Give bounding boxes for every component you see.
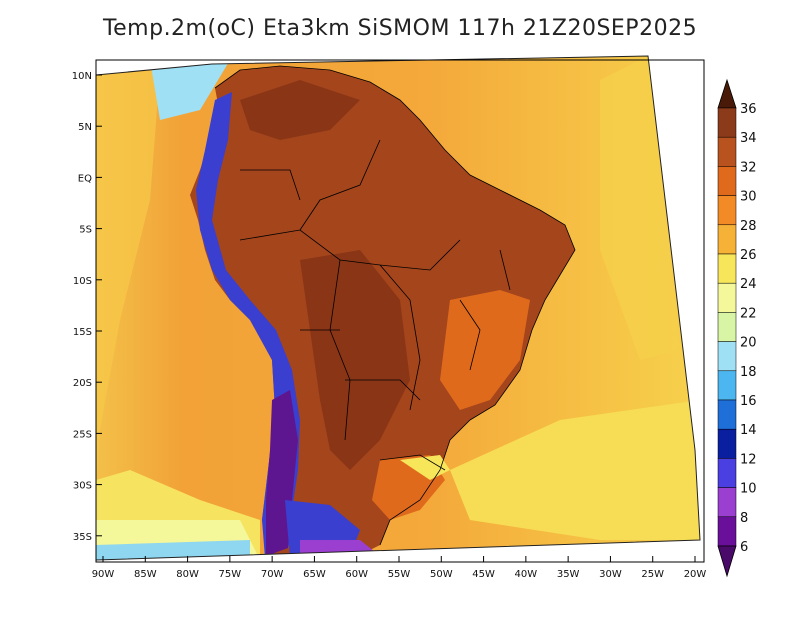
lat-tick-label: 5N — [78, 122, 92, 133]
colorbar-label: 6 — [740, 540, 748, 555]
ocean-northeast-band — [600, 56, 680, 360]
colorbar-label: 30 — [740, 190, 757, 205]
lat-tick-label: 10N — [72, 71, 92, 82]
colorbar-segment — [717, 516, 737, 547]
colorbar-segment — [717, 166, 737, 196]
colorbar-top-arrow — [717, 78, 737, 109]
lon-tick-label: 85W — [134, 569, 157, 580]
lon-tick-label: 70W — [261, 569, 284, 580]
colorbar-label: 32 — [740, 160, 757, 175]
plot-frame — [95, 59, 705, 563]
lon-tick-label: 90W — [92, 569, 115, 580]
lat-tick-label: 30S — [73, 481, 92, 492]
colorbar-segment — [717, 312, 737, 342]
colorbar: 36 34 32 30 28 26 24 22 20 18 16 14 12 10 8 6 — [717, 78, 757, 578]
land-hottest-core — [300, 250, 410, 470]
colorbar-segment — [717, 487, 737, 518]
colorbar-segment — [717, 224, 737, 255]
colorbar-label: 12 — [740, 452, 757, 467]
latitude-axis: 10N 5N EQ 5S 10S 15S 20S 25S 30S 35S — [72, 71, 102, 543]
colorbar-label: 16 — [740, 394, 757, 409]
colorbar-label: 34 — [740, 131, 757, 146]
lat-tick-label: 15S — [73, 327, 92, 338]
ocean-south-coldest — [96, 540, 250, 560]
colorbar-segment — [717, 399, 737, 430]
lon-tick-label: 80W — [176, 569, 199, 580]
lon-tick-label: 75W — [219, 569, 242, 580]
lon-tick-label: 45W — [472, 569, 495, 580]
colorbar-segment — [717, 458, 737, 488]
colorbar-label: 14 — [740, 423, 757, 438]
colorbar-label: 36 — [740, 102, 757, 117]
lon-tick-label: 65W — [303, 569, 326, 580]
land-east-warm — [440, 290, 530, 410]
colorbar-segment — [717, 136, 737, 167]
colorbar-label: 22 — [740, 306, 757, 321]
colorbar-bottom-arrow — [717, 545, 737, 578]
lon-tick-label: 50W — [430, 569, 453, 580]
lat-tick-label: 10S — [73, 276, 92, 287]
ocean-cool-west — [96, 70, 160, 500]
colorbar-label: 26 — [740, 248, 757, 263]
ocean-southeast-band — [450, 400, 700, 540]
lat-tick-label: 35S — [73, 532, 92, 543]
colorbar-segment — [717, 341, 737, 372]
map-domain — [96, 56, 700, 560]
lon-tick-label: 40W — [515, 569, 538, 580]
caribbean-cool — [150, 60, 230, 120]
colorbar-label: 10 — [740, 482, 757, 497]
colorbar-label: 28 — [740, 219, 757, 234]
lon-tick-label: 60W — [345, 569, 368, 580]
lat-tick-label: 25S — [73, 429, 92, 440]
map-title: Temp.2m(oC) Eta3km SiSMOM 117h 21Z20SEP2… — [102, 16, 698, 41]
lon-tick-label: 30W — [599, 569, 622, 580]
lat-tick-label: EQ — [78, 173, 92, 184]
longitude-axis: 90W 85W 80W 75W 70W 65W 60W 55W 50W 45W 40W 35W 30W 2… — [92, 556, 707, 580]
colorbar-label: 24 — [740, 277, 757, 292]
land-north-hot — [240, 80, 360, 140]
colorbar-segment — [717, 253, 737, 284]
colorbar-segment — [717, 370, 737, 401]
country-borders — [214, 65, 576, 546]
colorbar-label: 8 — [740, 511, 748, 526]
colorbar-label: 20 — [740, 336, 757, 351]
lon-tick-label: 35W — [557, 569, 580, 580]
colorbar-segment — [717, 107, 737, 138]
lat-tick-label: 5S — [79, 225, 92, 236]
colorbar-segment — [717, 282, 737, 313]
lon-tick-label: 25W — [641, 569, 664, 580]
colorbar-label: 18 — [740, 365, 757, 380]
lat-tick-label: 20S — [73, 378, 92, 389]
lon-tick-label: 20W — [684, 569, 707, 580]
lon-tick-label: 55W — [388, 569, 411, 580]
colorbar-segment — [717, 428, 737, 459]
colorbar-segment — [717, 195, 737, 226]
